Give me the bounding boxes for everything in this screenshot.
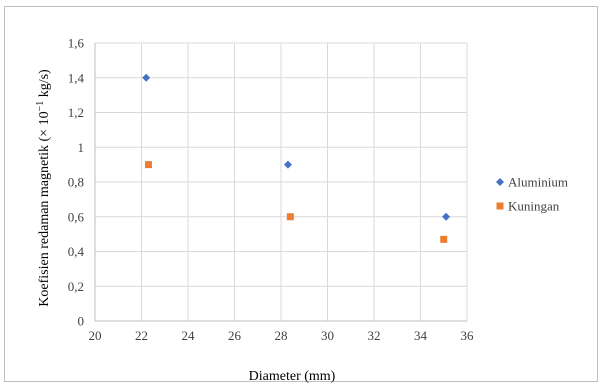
y-axis-title: Koefisien redaman magnetik (× 10−1 kg/s) [35, 69, 53, 307]
x-tick-label: 34 [414, 328, 428, 343]
y-tick-label: 0,6 [68, 209, 85, 224]
x-axis-title: Diameter (mm) [249, 369, 336, 384]
legend-marker-aluminium [496, 178, 504, 186]
point-kuningan [440, 235, 448, 243]
y-tick-label: 0,8 [68, 175, 84, 190]
legend: Aluminium Kuningan [496, 175, 568, 214]
legend-marker-kuningan [496, 202, 504, 210]
x-tick-label: 32 [368, 328, 381, 343]
x-tick-label: 36 [461, 328, 475, 343]
y-tick-label: 1,6 [68, 36, 85, 51]
x-tick-label: 24 [182, 328, 196, 343]
axes [94, 43, 467, 322]
gridlines [95, 42, 468, 321]
x-tick-label: 22 [135, 328, 148, 343]
y-tick-label: 0,2 [68, 279, 84, 294]
x-tick-label: 20 [89, 328, 102, 343]
data-points [142, 73, 451, 243]
y-tick-label: 1 [78, 140, 85, 155]
chart-frame [4, 6, 598, 382]
y-tick-label: 0 [78, 314, 85, 329]
x-tick-label: 30 [321, 328, 334, 343]
y-axis-title-main: Koefisien redaman magnetik (× 10 [37, 111, 52, 306]
x-tick-labels: 20 22 24 26 28 30 32 34 36 [89, 328, 475, 343]
point-kuningan [144, 161, 152, 169]
point-aluminium [442, 212, 451, 221]
legend-label-aluminium: Aluminium [508, 175, 568, 190]
y-tick-label: 1,4 [68, 70, 85, 85]
point-aluminium [283, 160, 292, 169]
y-tick-labels: 0 0,2 0,4 0,6 0,8 1 1,2 1,4 1,6 [68, 36, 85, 329]
y-axis-title-exponent: −1 [35, 101, 46, 112]
point-kuningan [286, 213, 294, 221]
x-tick-label: 28 [275, 328, 288, 343]
x-tick-label: 26 [228, 328, 242, 343]
y-tick-label: 0,4 [68, 244, 85, 259]
y-axis-title-unit: kg/s) [37, 69, 52, 101]
legend-label-kuningan: Kuningan [508, 199, 560, 214]
y-tick-label: 1,2 [68, 105, 84, 120]
point-aluminium [142, 73, 151, 82]
